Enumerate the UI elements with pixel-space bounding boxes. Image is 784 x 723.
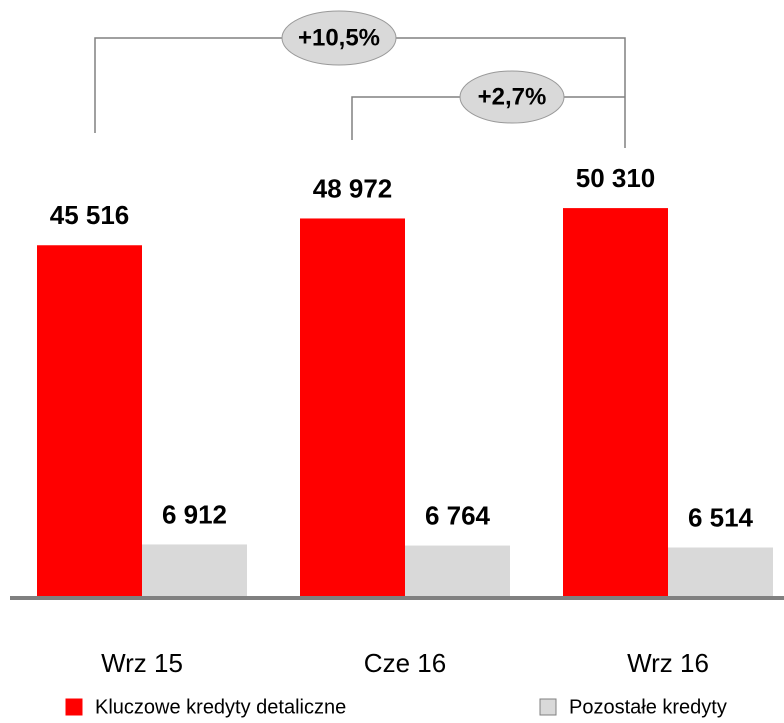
annotation-bubble [281,10,397,66]
x-tick-label: Wrz 16 [627,648,709,678]
value-label: 6 514 [688,502,754,532]
legend-label: Pozostałe kredyty [569,696,727,718]
value-label: 48 972 [313,173,393,203]
value-label: 50 310 [576,163,656,193]
bar [37,245,142,598]
legend-swatch [65,698,83,716]
bar [142,544,247,598]
annotation-bubble [459,70,565,124]
legend-label: Kluczowe kredyty detaliczne [95,696,346,718]
bar [405,545,510,598]
x-tick-label: Cze 16 [364,648,446,678]
bar [300,218,405,599]
value-label: 6 764 [425,500,491,530]
value-label: 45 516 [50,200,130,230]
bar [668,547,773,598]
annotation: +10,5% [298,24,380,51]
annotation: +2,7% [478,83,547,110]
value-label: 6 912 [162,499,227,529]
x-tick-label: Wrz 15 [101,648,183,678]
bar [563,208,668,598]
legend-swatch [539,698,557,716]
